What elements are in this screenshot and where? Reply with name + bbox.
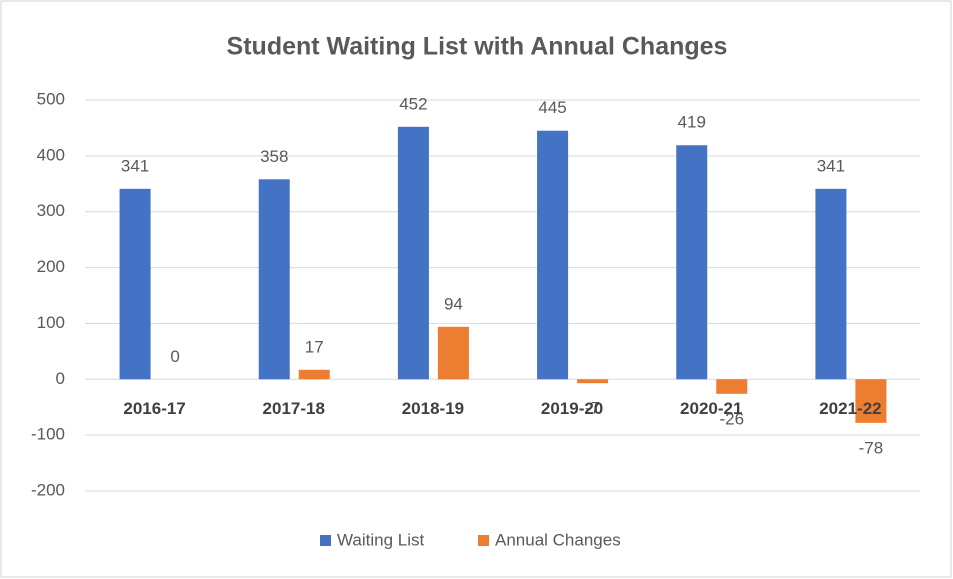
- data-label: 358: [260, 147, 288, 166]
- y-tick-label: -100: [31, 425, 65, 444]
- bar: [397, 126, 429, 380]
- data-label: 445: [538, 98, 566, 117]
- y-tick-label: 300: [37, 201, 65, 220]
- bar: [258, 179, 290, 380]
- bar: [119, 188, 151, 380]
- bar: [537, 130, 569, 380]
- y-tick-label: 100: [37, 313, 65, 332]
- bar: [716, 379, 748, 394]
- bar: [437, 326, 469, 380]
- y-tick-label: 0: [56, 369, 65, 388]
- legend-label: Waiting List: [337, 530, 425, 549]
- x-tick-label: 2021-22: [819, 399, 881, 418]
- x-tick-label: 2017-18: [263, 399, 325, 418]
- data-label: -26: [719, 409, 744, 428]
- bar: [855, 379, 887, 423]
- legend-swatch: [320, 535, 331, 546]
- legend-swatch: [478, 535, 489, 546]
- bar: [815, 188, 847, 380]
- data-label: 452: [399, 94, 427, 113]
- bar: [298, 369, 330, 380]
- legend-label: Annual Changes: [495, 530, 621, 549]
- chart-title: Student Waiting List with Annual Changes: [227, 33, 728, 61]
- data-label: 94: [444, 294, 463, 313]
- bar: [676, 145, 708, 380]
- y-tick-label: -200: [31, 480, 65, 499]
- x-tick-label: 2019-20: [541, 399, 603, 418]
- x-tick-label: 2020-21: [680, 399, 742, 418]
- y-tick-label: 500: [37, 89, 65, 108]
- data-label: -7: [585, 399, 600, 418]
- data-label: 0: [170, 347, 179, 366]
- y-tick-label: 200: [37, 257, 65, 276]
- data-label: 419: [678, 113, 706, 132]
- data-label: 341: [121, 156, 149, 175]
- data-label: 17: [305, 337, 324, 356]
- bar: [577, 379, 609, 384]
- data-label: -78: [859, 438, 884, 457]
- x-tick-label: 2016-17: [123, 399, 185, 418]
- data-label: 341: [817, 156, 845, 175]
- x-tick-label: 2018-19: [402, 399, 464, 418]
- y-tick-label: 400: [37, 145, 65, 164]
